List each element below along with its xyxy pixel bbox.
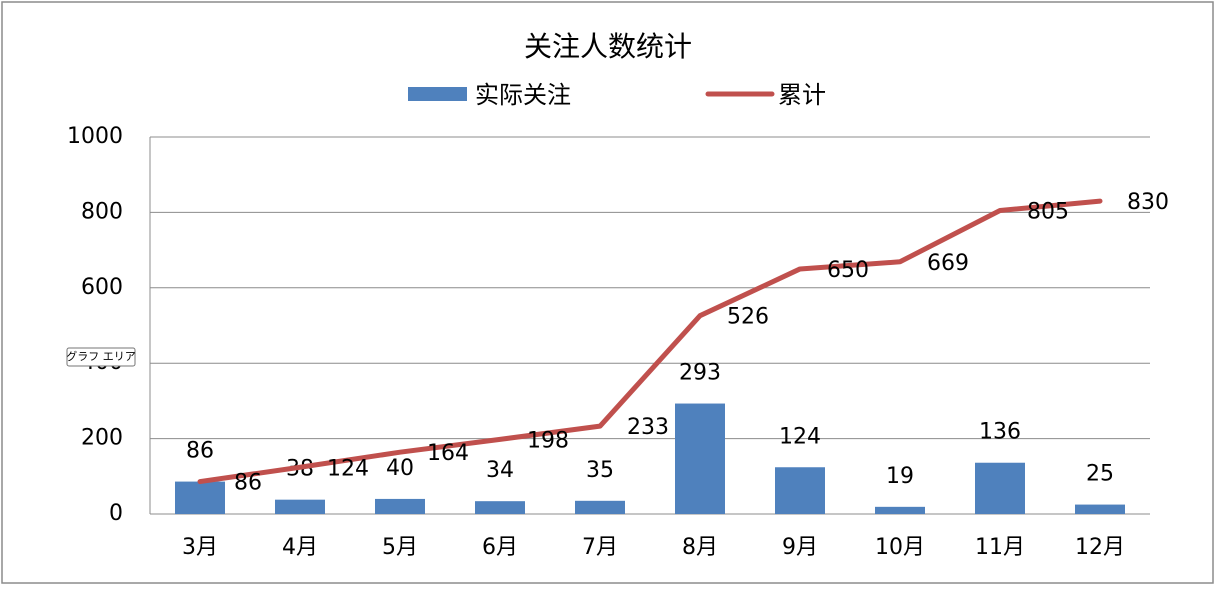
legend-swatch [408, 87, 467, 101]
bar [575, 500, 625, 514]
data-label: 19 [886, 464, 914, 489]
x-tick-label: 4月 [282, 535, 318, 560]
x-tick-label: 5月 [382, 535, 418, 560]
bar [475, 501, 525, 514]
bar [875, 506, 925, 514]
data-label: 198 [527, 428, 569, 453]
data-label: 40 [386, 456, 414, 481]
y-tick-label: 0 [109, 501, 123, 526]
x-tick-label: 7月 [582, 535, 618, 560]
x-tick-label: 11月 [975, 535, 1025, 560]
bar [675, 403, 725, 514]
data-label: 526 [727, 305, 769, 330]
bar [375, 498, 425, 514]
data-label: 35 [586, 458, 614, 483]
y-tick-label: 800 [81, 199, 123, 224]
bar [1075, 504, 1125, 514]
bar [975, 462, 1025, 514]
y-tick-label: 200 [81, 426, 123, 451]
x-tick-label: 10月 [875, 535, 925, 560]
y-tick-label: 600 [81, 275, 123, 300]
tooltip-box [66, 347, 136, 367]
bar [275, 499, 325, 514]
bar [175, 481, 225, 514]
data-label: 650 [827, 258, 869, 283]
x-tick-label: 6月 [482, 535, 518, 560]
data-label: 34 [486, 458, 514, 483]
legend-label: 实际关注 [475, 81, 571, 109]
data-label: 164 [427, 441, 469, 466]
chart-title: 关注人数统计 [524, 30, 692, 63]
legend-label: 累计 [778, 81, 826, 109]
x-tick-label: 8月 [682, 535, 718, 560]
y-tick-label: 1000 [67, 124, 123, 149]
x-tick-label: 12月 [1075, 535, 1125, 560]
data-label: 136 [979, 420, 1021, 445]
data-label: 25 [1086, 462, 1114, 487]
line [197, 198, 1103, 485]
data-label: 830 [1127, 190, 1169, 215]
tooltip: グラフ エリア [66, 349, 136, 363]
data-label: 124 [327, 456, 369, 481]
data-label: 86 [234, 471, 262, 496]
data-label: 669 [927, 251, 969, 276]
data-label: 124 [779, 424, 821, 449]
bar [775, 467, 825, 514]
data-label: 293 [679, 361, 721, 386]
data-label: 805 [1027, 200, 1069, 225]
x-tick-label: 9月 [782, 535, 818, 560]
data-label: 233 [627, 415, 669, 440]
x-tick-label: 3月 [182, 535, 218, 560]
data-label: 86 [186, 439, 214, 464]
